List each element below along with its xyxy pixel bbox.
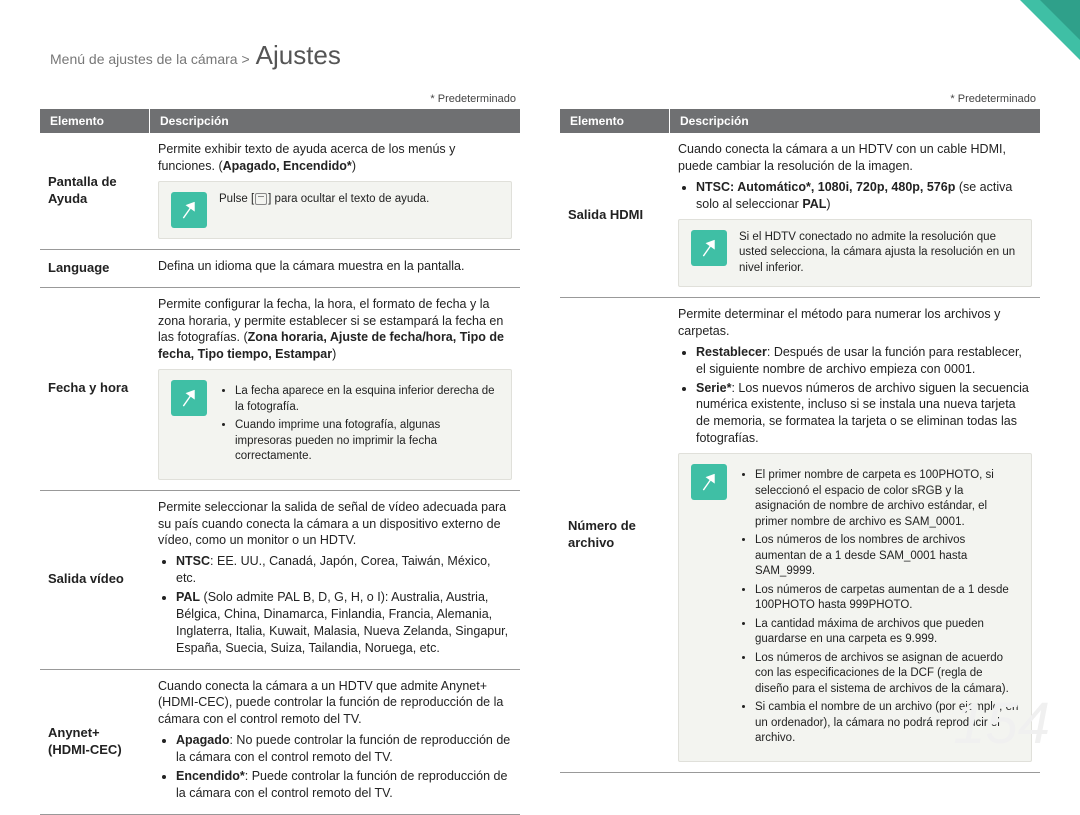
left-column: * Predeterminado Elemento Descripción Pa…	[40, 91, 520, 815]
table-header: Elemento Descripción	[40, 109, 520, 133]
th-description: Descripción	[150, 109, 520, 133]
default-note: * Predeterminado	[40, 91, 520, 109]
th-element: Elemento	[560, 109, 670, 133]
row-desc: Permite exhibir texto de ayuda acerca de…	[150, 133, 520, 249]
table-row: Número de archivo Permite determinar el …	[560, 298, 1040, 773]
note-box: La fecha aparece en la esquina inferior …	[158, 369, 512, 480]
note-box: Pulse [] para ocultar el texto de ayuda.	[158, 181, 512, 239]
row-desc: Defina un idioma que la cámara muestra e…	[150, 250, 520, 287]
right-column: * Predeterminado Elemento Descripción Sa…	[560, 91, 1040, 815]
breadcrumb: Menú de ajustes de la cámara > Ajustes	[0, 0, 1080, 81]
page-title: Ajustes	[256, 40, 341, 71]
content-columns: * Predeterminado Elemento Descripción Pa…	[0, 81, 1080, 815]
row-label: Pantalla de Ayuda	[40, 133, 150, 249]
breadcrumb-path: Menú de ajustes de la cámara >	[50, 51, 250, 67]
table-row: Pantalla de Ayuda Permite exhibir texto …	[40, 133, 520, 250]
row-label: Número de archivo	[560, 298, 670, 772]
th-element: Elemento	[40, 109, 150, 133]
table-row: Salida HDMI Cuando conecta la cámara a u…	[560, 133, 1040, 298]
row-desc: Cuando conecta la cámara a un HDTV que a…	[150, 670, 520, 814]
note-box: El primer nombre de carpeta es 100PHOTO,…	[678, 453, 1032, 762]
note-box: Si el HDTV conectado no admite la resolu…	[678, 219, 1032, 288]
pen-icon	[691, 464, 727, 500]
table-header: Elemento Descripción	[560, 109, 1040, 133]
th-description: Descripción	[670, 109, 1040, 133]
table-row: Fecha y hora Permite configurar la fecha…	[40, 288, 520, 491]
row-label: Salida vídeo	[40, 491, 150, 669]
row-label: Language	[40, 250, 150, 287]
pen-icon	[171, 380, 207, 416]
pen-icon	[171, 192, 207, 228]
table-row: Salida vídeo Permite seleccionar la sali…	[40, 491, 520, 670]
table-row: Language Defina un idioma que la cámara …	[40, 250, 520, 288]
row-label: Anynet+ (HDMI-CEC)	[40, 670, 150, 814]
row-desc: Permite determinar el método para numera…	[670, 298, 1040, 772]
row-desc: Permite configurar la fecha, la hora, el…	[150, 288, 520, 490]
row-label: Fecha y hora	[40, 288, 150, 490]
row-label: Salida HDMI	[560, 133, 670, 297]
row-desc: Cuando conecta la cámara a un HDTV con u…	[670, 133, 1040, 297]
table-row: Anynet+ (HDMI-CEC) Cuando conecta la cám…	[40, 670, 520, 815]
default-note: * Predeterminado	[560, 91, 1040, 109]
row-desc: Permite seleccionar la salida de señal d…	[150, 491, 520, 669]
pen-icon	[691, 230, 727, 266]
trash-icon	[255, 193, 267, 205]
corner-decoration-inner	[1040, 0, 1080, 40]
